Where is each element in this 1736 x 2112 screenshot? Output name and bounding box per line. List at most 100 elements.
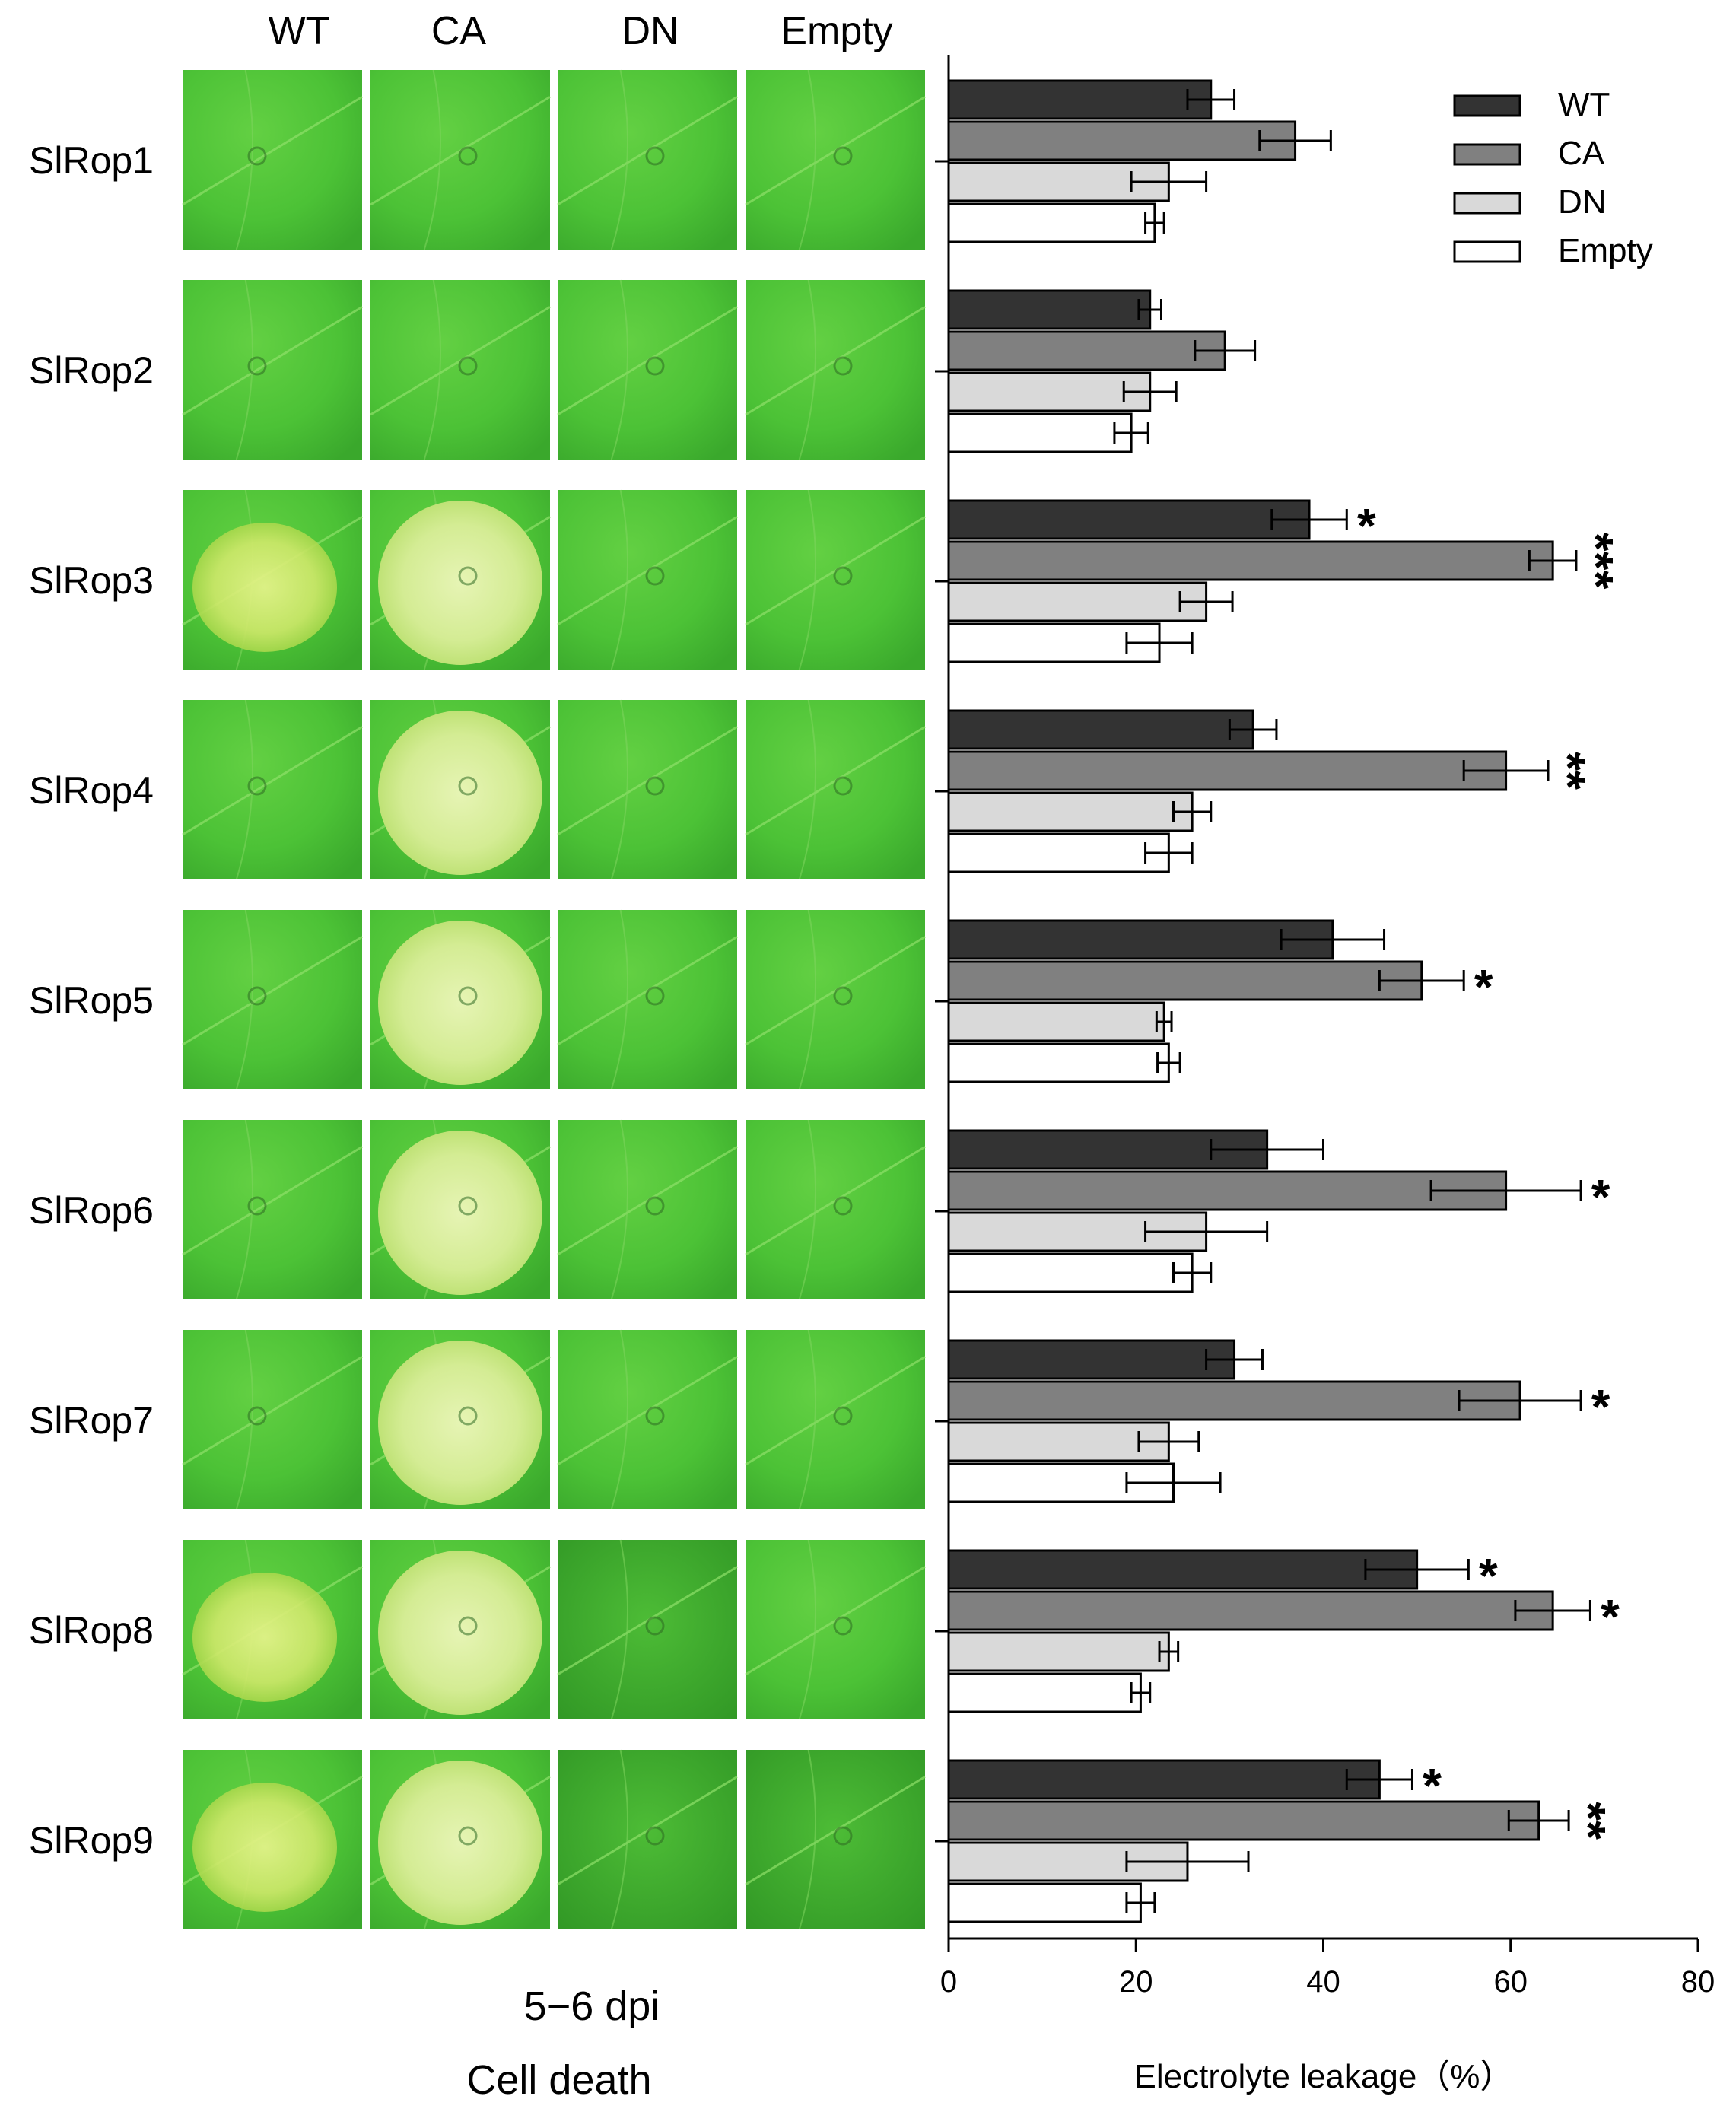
error-bar-slrop5-empty [1156, 1052, 1181, 1073]
significance-slrop9-ca: ** [1561, 1802, 1616, 1840]
cell-death-lesion [378, 921, 542, 1085]
error-bar-slrop5-wt [1280, 929, 1386, 950]
leaf-vein [610, 489, 629, 670]
leaf-vein [235, 1119, 254, 1300]
leaf-photo-slrop3-ca [370, 489, 551, 670]
infiltration-mark [645, 356, 665, 376]
cell-death-lesion [378, 1761, 542, 1925]
leaf-photo-slrop7-empty [745, 1329, 926, 1510]
leaf-background [183, 280, 362, 460]
infiltration-mark [833, 1826, 853, 1846]
bar-slrop7-wt [947, 1339, 1236, 1380]
leaf-photo-slrop9-ca [370, 1749, 551, 1930]
leaf-vein [610, 1539, 629, 1720]
error-bar-slrop1-dn [1130, 171, 1208, 192]
infiltration-mark [645, 1196, 665, 1216]
leaf-vein [182, 1146, 363, 1256]
infiltration-mark [645, 1406, 665, 1426]
cell-death-lesion [192, 1783, 337, 1912]
leaf-photo-slrop6-dn [557, 1119, 738, 1300]
leaf-photo-slrop3-dn [557, 489, 738, 670]
leaf-photo-slrop7-ca [370, 1329, 551, 1510]
bar-slrop3-wt [947, 499, 1311, 540]
infiltration-mark [833, 986, 853, 1006]
error-bar-slrop3-wt [1270, 509, 1348, 530]
leaf-vein [182, 726, 363, 836]
leaf-photo-panel: WT CA DN Empty SlRop1SlRop2SlRop3SlRop4S… [29, 9, 926, 2103]
bar-slrop8-empty [947, 1672, 1142, 1713]
error-bar-slrop6-dn [1144, 1221, 1269, 1242]
bar-slrop4-ca [947, 750, 1508, 791]
leaf-vein [610, 1329, 629, 1510]
x-axis-label: Electrolyte leakage（%） [1134, 2058, 1514, 2095]
leaf-photo-slrop1-dn [557, 69, 738, 250]
leaf-photo-slrop4-wt [182, 699, 363, 880]
leaf-background [183, 1120, 362, 1299]
error-bar-slrop9-ca [1507, 1810, 1570, 1831]
bar-group-slrop2 [947, 289, 1257, 453]
bar-slrop5-empty [947, 1042, 1170, 1083]
leaf-vein [182, 96, 363, 206]
leaf-vein [610, 1119, 629, 1300]
bar-slrop1-empty [947, 202, 1156, 243]
bar-slrop9-wt [947, 1759, 1381, 1800]
leaf-vein [798, 699, 817, 880]
bar-slrop8-dn [947, 1631, 1170, 1672]
leaf-vein [798, 1539, 817, 1720]
x-tick-label-20: 20 [1119, 1965, 1153, 1999]
error-bar-slrop1-empty [1144, 212, 1165, 234]
cell-death-lesion [378, 501, 542, 665]
error-bar-slrop8-ca [1514, 1600, 1591, 1621]
bar-group-slrop7: * [947, 1339, 1610, 1503]
leaf-background [183, 1330, 362, 1509]
legend-item-wt: WT [1453, 86, 1610, 123]
row-label-slrop8: SlRop8 [29, 1609, 154, 1652]
infiltration-mark [833, 1406, 853, 1426]
leaf-background [183, 910, 362, 1089]
error-bar-slrop6-empty [1172, 1262, 1213, 1283]
column-header-wt: WT [269, 9, 330, 53]
leaf-vein [610, 699, 629, 880]
x-tick-label-80: 80 [1681, 1965, 1715, 1999]
leaf-vein [798, 279, 817, 460]
infiltration-mark [247, 986, 267, 1006]
error-bar-slrop3-empty [1125, 632, 1194, 654]
error-bar-slrop1-ca [1258, 130, 1332, 151]
error-bar-slrop7-dn [1137, 1431, 1200, 1452]
bar-slrop2-wt [947, 289, 1152, 330]
bar-slrop5-ca [947, 960, 1423, 1001]
leaf-vein [798, 69, 817, 250]
leaf-photo-slrop2-wt [182, 279, 363, 460]
error-bar-slrop4-wt [1228, 719, 1278, 740]
leaf-vein [798, 909, 817, 1090]
infiltration-mark [833, 1196, 853, 1216]
legend-item-ca: CA [1453, 135, 1605, 172]
row-label-slrop2: SlRop2 [29, 349, 154, 392]
leaf-photo-slrop5-wt [182, 909, 363, 1090]
leaf-vein [798, 1329, 817, 1510]
cell-death-lesion [192, 1573, 337, 1702]
legend-swatch-wt [1453, 94, 1521, 117]
leaf-photo-slrop9-empty [745, 1749, 926, 1930]
error-bar-slrop8-wt [1364, 1559, 1470, 1580]
error-bar-slrop6-wt [1210, 1139, 1324, 1160]
error-bar-slrop4-dn [1172, 801, 1213, 822]
leaf-photo-slrop1-ca [370, 69, 551, 250]
legend-item-dn: DN [1453, 183, 1607, 221]
leaf-background [183, 700, 362, 879]
bar-slrop8-wt [947, 1549, 1419, 1590]
row-label-slrop6: SlRop6 [29, 1189, 154, 1232]
infiltration-mark [458, 776, 478, 796]
legend: WT CA DN Empty [1453, 86, 1653, 269]
leaf-vein [798, 1119, 817, 1300]
leaf-photo-grid [182, 69, 926, 1930]
legend-label-empty: Empty [1558, 232, 1653, 269]
infiltration-mark [833, 1616, 853, 1636]
bar-group-slrop8: ** [947, 1548, 1620, 1713]
leaf-vein [182, 1356, 363, 1466]
bar-slrop4-wt [947, 709, 1254, 750]
row-label-slrop7: SlRop7 [29, 1399, 154, 1442]
leaf-vein [610, 909, 629, 1090]
error-bar-slrop8-empty [1130, 1682, 1152, 1703]
